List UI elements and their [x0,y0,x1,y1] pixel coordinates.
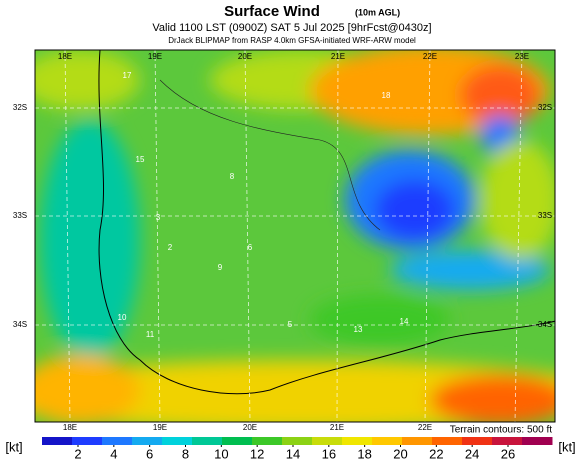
terrain-note: Terrain contours: 500 ft [450,425,552,436]
colorbar-swatch [72,437,103,445]
contour-label: 17 [123,71,132,80]
contour-label: 11 [146,330,155,339]
contour-label: 6 [248,243,253,252]
colorbar-label: 22 [429,446,443,461]
contour-label: 18 [382,91,391,100]
colorbar-label: 16 [322,446,336,461]
lat-label: 33S [538,211,552,220]
lon-label: 22E [423,52,437,61]
colorbar-label: 18 [357,446,371,461]
lat-label: 33S [13,211,27,220]
colorbar-label: 10 [214,446,228,461]
colorbar-label: 8 [182,446,189,461]
contour-label: 14 [400,317,409,326]
colorbar-swatch [102,437,133,445]
lat-label: 32S [538,103,552,112]
wind-field [35,50,555,422]
contour-label: 10 [118,313,127,322]
colorbar-swatch [402,437,433,445]
colorbar-unit: [kt] [5,439,22,454]
title: Surface Wind [224,3,320,20]
colorbar-unit: [kt] [558,439,575,454]
contour-label: 15 [136,155,145,164]
lat-label: 32S [13,103,27,112]
colorbar-swatch [282,437,313,445]
colorbar-swatch [222,437,253,445]
lon-label: 23E [515,52,529,61]
map-frame [34,49,556,423]
colorbar-swatch [192,437,223,445]
lon-label: 19E [153,423,167,432]
colorbar-label: 12 [250,446,264,461]
colorbar-label: 2 [74,446,81,461]
lat-label: 34S [13,320,27,329]
colorbar-swatch [312,437,343,445]
colorbar-label: 14 [286,446,300,461]
lon-label: 20E [238,52,252,61]
colorbar-swatch [42,437,73,445]
colorbar-label: 20 [393,446,407,461]
valid-time: Valid 1100 LST (0900Z) SAT 5 Jul 2025 [9… [152,22,431,34]
lon-label: 21E [331,52,345,61]
lon-label: 18E [58,52,72,61]
lon-label: 19E [148,52,162,61]
contour-label: 5 [288,320,293,329]
colorbar-swatch [372,437,403,445]
contour-label: 13 [354,325,363,334]
source: DrJack BLIPMAP from RASP 4.0km GFSA-init… [168,36,416,45]
contour-label: 8 [230,172,235,181]
colorbar-label: 6 [146,446,153,461]
colorbar-swatch [252,437,283,445]
lon-label: 20E [243,423,257,432]
contour-label: 2 [168,243,173,252]
colorbar-swatch [522,437,553,445]
colorbar-label: 24 [465,446,479,461]
map-labels: 18E 19E 20E 21E 22E 23E 18E 19E 20E 21E 22E 32S 32S 3… [13,52,552,432]
colorbar-swatch [462,437,493,445]
title-note: (10m AGL) [355,7,400,17]
colorbar-label: 4 [110,446,117,461]
colorbar: 2 4 6 8 10 12 14 16 18 20 22 24 26[kt] [kt] [5,437,576,461]
colorbar-swatch [492,437,523,445]
colorbar-swatch [342,437,373,445]
lon-label: 21E [330,423,344,432]
contour-label: 9 [218,263,223,272]
colorbar-swatch [162,437,193,445]
colorbar-swatch [132,437,163,445]
colorbar-label: 26 [501,446,515,461]
contour-label: 3 [156,213,161,222]
lon-label: 18E [63,423,77,432]
lon-label: 22E [418,423,432,432]
lat-label: 34S [538,320,552,329]
colorbar-swatch [432,437,463,445]
